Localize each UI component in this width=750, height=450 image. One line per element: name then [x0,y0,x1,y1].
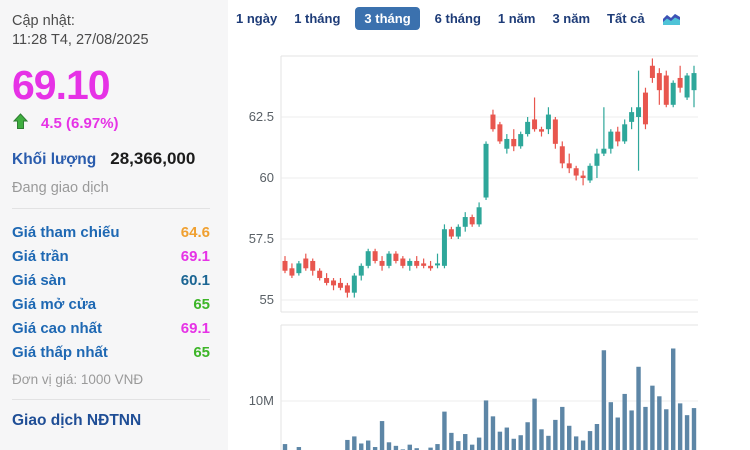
stat-value: 60.1 [180,272,210,290]
stat-label: Giá sàn [12,272,67,290]
volume-label: Khối lượng [12,150,97,168]
stat-value: 65 [193,344,210,362]
current-price: 69.10 [12,61,111,108]
last-updated-time: 11:28 T4, 27/08/2025 [12,31,149,48]
volume-row: Khối lượng 28,366,000 [12,149,210,169]
trading-status: Đang giao dịch [12,179,109,196]
svg-text:55: 55 [260,292,274,307]
stat-row: Giá mở cửa 65 [12,293,210,317]
last-updated: Cập nhật: 11:28 T4, 27/08/2025 [12,12,210,50]
divider [12,398,210,400]
tab-3-tháng[interactable]: 3 tháng [355,6,420,30]
price-volume-chart[interactable]: 62.5 60 57.5 55 10M [228,30,750,450]
divider [12,207,210,209]
tab-6-tháng[interactable]: 6 tháng [434,10,481,26]
chart-panel: 1 ngày 1 tháng 3 tháng 6 tháng 1 năm 3 năm Tất… [228,0,750,450]
tab-1-năm[interactable]: 1 năm [497,10,536,26]
price-unit-note: Đơn vị giá: 1000 VNĐ [12,371,144,387]
quote-sidebar: Cập nhật: 11:28 T4, 27/08/2025 69.10 4.5… [0,0,228,450]
up-arrow-icon [12,112,29,135]
stat-value: 64.6 [180,224,210,242]
svg-text:10M: 10M [249,393,274,408]
stat-label: Giá trần [12,248,69,266]
stat-value: 65 [193,296,210,314]
area-chart-icon[interactable] [662,11,681,26]
svg-text:60: 60 [260,170,274,185]
price-change-value: 4.5 (6.97%) [41,115,119,133]
volume-value: 28,366,000 [110,148,196,168]
stat-label: Giá cao nhất [12,320,103,338]
stat-label: Giá thấp nhất [12,344,108,362]
stat-row: Giá thấp nhất 65 [12,341,210,365]
stat-label: Giá tham chiếu [12,224,120,242]
svg-text:62.5: 62.5 [249,109,274,124]
foreign-trading-section-title: Giao dịch NĐTNN [12,411,142,429]
price-stats-list: Giá tham chiếu 64.6 Giá trần 69.1 Giá sà… [12,221,210,365]
stat-row: Giá sàn 60.1 [12,269,210,293]
tab-1-ngày[interactable]: 1 ngày [236,10,278,26]
last-updated-label: Cập nhật: [12,13,75,29]
tab-Tất-cả[interactable]: Tất cả [607,10,645,26]
stat-row: Giá trần 69.1 [12,245,210,269]
period-tabbar: 1 ngày 1 tháng 3 tháng 6 tháng 1 năm 3 năm Tất… [228,0,750,30]
stat-row: Giá tham chiếu 64.6 [12,221,210,245]
stat-value: 69.1 [180,320,210,338]
svg-text:57.5: 57.5 [249,231,274,246]
tab-1-tháng[interactable]: 1 tháng [294,10,341,26]
stat-value: 69.1 [180,248,210,266]
tab-3-năm[interactable]: 3 năm [552,10,591,26]
stat-row: Giá cao nhất 69.1 [12,317,210,341]
price-change-row: 4.5 (6.97%) [12,112,210,135]
stat-label: Giá mở cửa [12,296,97,314]
